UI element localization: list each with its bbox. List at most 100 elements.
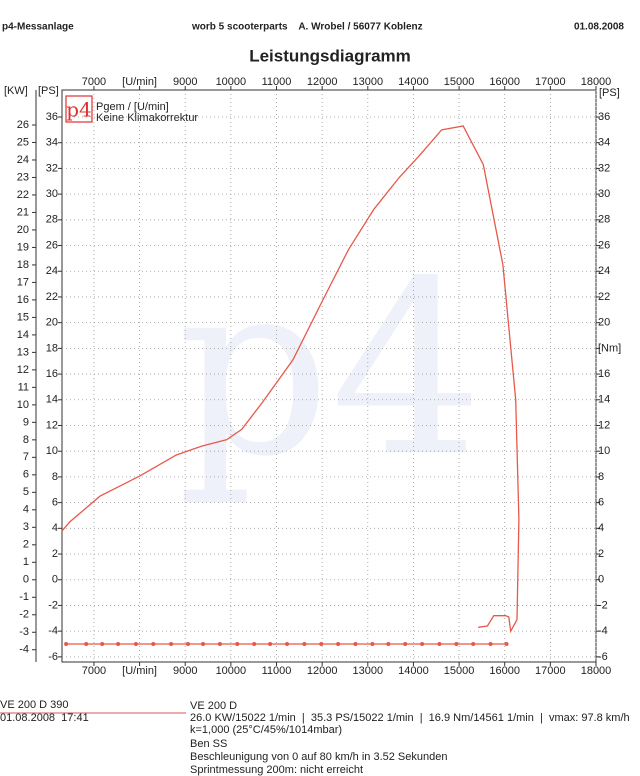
- y-tick-label: 28: [46, 214, 58, 226]
- y2-tick-label: 32: [598, 162, 610, 174]
- x-tick-label: 17000: [535, 76, 566, 88]
- data-point: [169, 642, 174, 647]
- y2-tick-label: 14: [598, 394, 610, 406]
- x-tick-label: 18000: [581, 665, 612, 677]
- x-tick-label: 18000: [581, 76, 612, 88]
- x-tick-label: 10000: [216, 665, 247, 677]
- x-tick-label: 12000: [307, 665, 338, 677]
- kw-tick-label: 5: [23, 486, 29, 498]
- header-right: 01.08.2008: [574, 22, 624, 33]
- kw-tick-label: 1: [23, 556, 29, 568]
- x-tick-label: 9000: [173, 76, 197, 88]
- y-tick-label: 6: [52, 497, 58, 509]
- kw-tick-label: 11: [18, 381, 29, 393]
- data-point: [488, 642, 493, 647]
- y2-tick-label: 10: [598, 445, 610, 457]
- data-point: [370, 642, 375, 647]
- kw-tick-label: 25: [17, 136, 29, 148]
- y2-tick-label: 16: [598, 368, 610, 380]
- y-tick-label: 26: [46, 239, 58, 251]
- y2-tick-label: -2: [598, 599, 608, 611]
- data-point: [336, 642, 341, 647]
- data-point: [201, 642, 206, 647]
- y-tick-label: -4: [48, 625, 58, 637]
- y2-tick-label: 36: [598, 111, 610, 123]
- data-point: [100, 642, 105, 647]
- y2-tick-label: 34: [598, 137, 610, 149]
- data-point: [403, 642, 408, 647]
- data-point: [454, 642, 459, 647]
- data-point: [133, 642, 138, 647]
- kw-tick-label: 18: [17, 259, 29, 271]
- kw-tick-label: 2: [23, 539, 29, 551]
- kw-tick-label: 16: [17, 294, 29, 306]
- kw-tick-label: 6: [23, 469, 29, 481]
- x-tick-label: 13000: [352, 665, 383, 677]
- kw-tick-label: 20: [17, 224, 29, 236]
- data-point: [235, 642, 240, 647]
- x-tick-label: 14000: [398, 665, 429, 677]
- kw-tick-label: 13: [17, 346, 29, 358]
- data-point: [420, 642, 425, 647]
- data-point: [437, 642, 442, 647]
- x-tick-label: 17000: [535, 665, 566, 677]
- data-point: [353, 642, 358, 647]
- x-tick-label: 16000: [489, 665, 520, 677]
- kw-tick-label: 22: [17, 189, 29, 201]
- y-tick-label: 4: [52, 522, 58, 534]
- y2-tick-label: 4: [598, 522, 604, 534]
- x-tick-label: [U/min]: [122, 76, 157, 88]
- x-tick-label: 7000: [82, 76, 106, 88]
- x-tick-label: 10000: [216, 76, 247, 88]
- data-point: [319, 642, 324, 647]
- data-point: [217, 642, 222, 647]
- kw-tick-label: -3: [19, 626, 29, 638]
- y2-tick-label: -6: [598, 651, 608, 663]
- x-tick-label: 7000: [82, 665, 106, 677]
- kw-axis-label: [KW]: [4, 85, 28, 97]
- y-tick-label: 34: [46, 137, 58, 149]
- y2-tick-label: 24: [598, 265, 610, 277]
- kw-tick-label: 17: [17, 276, 29, 288]
- y-tick-label: 18: [46, 342, 58, 354]
- data-point: [471, 642, 476, 647]
- y-tick-label: 16: [46, 368, 58, 380]
- y-tick-label: 14: [46, 394, 58, 406]
- y-tick-label: 30: [46, 188, 58, 200]
- legend-label: Pgem / [U/min]: [96, 101, 169, 113]
- watermark: p4: [177, 229, 483, 509]
- y2-tick-label: 2: [598, 548, 604, 560]
- y2-tick-label: 22: [598, 291, 610, 303]
- y2-tick-label: 0: [598, 574, 604, 586]
- kw-tick-label: 23: [17, 171, 29, 183]
- data-point: [64, 642, 69, 647]
- data-line: [61, 125, 520, 634]
- kw-tick-label: 21: [17, 206, 29, 218]
- y2-tick-label: 26: [598, 239, 610, 251]
- data-point: [285, 642, 290, 647]
- y-tick-label: 0: [52, 574, 58, 586]
- footer-right: k=1,000 (25°C/45%/1014mbar): [190, 724, 342, 736]
- y-tick-label: 2: [52, 548, 58, 560]
- header-left: p4-Messanlage: [2, 22, 74, 33]
- y-tick-label: 20: [46, 317, 58, 329]
- y-tick-label: 32: [46, 162, 58, 174]
- x-tick-label: 14000: [398, 76, 429, 88]
- x-tick-label: 13000: [352, 76, 383, 88]
- kw-tick-label: -4: [19, 644, 29, 656]
- legend-note: Keine Klimakorrektur: [96, 112, 198, 124]
- footer-right: VE 200 D: [190, 700, 237, 712]
- y-tick-label: 24: [46, 265, 58, 277]
- x-tick-label: 11000: [262, 76, 292, 88]
- y-axis-label: [PS]: [38, 85, 59, 97]
- y2-tick-label: 28: [598, 214, 610, 226]
- x-tick-label: 16000: [489, 76, 520, 88]
- kw-tick-label: 7: [23, 451, 29, 463]
- data-point: [302, 642, 307, 647]
- kw-tick-label: 26: [17, 119, 29, 131]
- x-tick-label: 11000: [262, 665, 292, 677]
- kw-tick-label: 8: [23, 434, 29, 446]
- y-tick-label: 8: [52, 471, 58, 483]
- header-center: worb 5 scooterparts A. Wrobel / 56077 Ko…: [191, 22, 423, 33]
